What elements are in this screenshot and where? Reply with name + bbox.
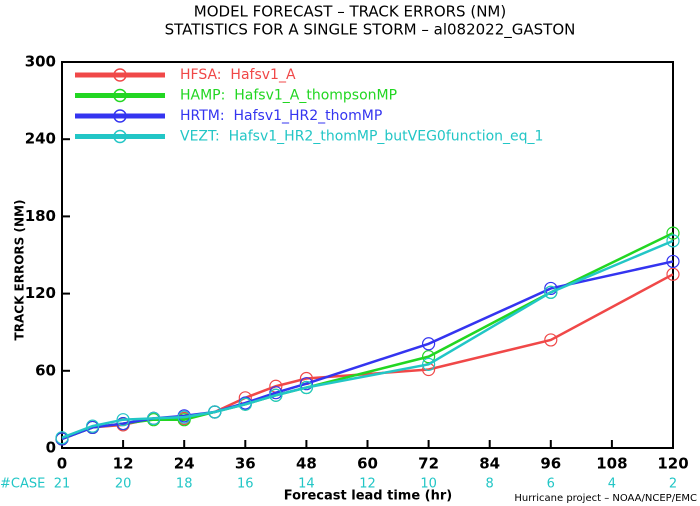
case-count: 12 [359,477,376,492]
y-tick-label: 120 [25,284,56,302]
point [666,226,680,240]
x-tick-label: 72 [418,455,439,473]
x-axis-label: Forecast lead time (hr) [284,489,452,504]
point [238,397,252,411]
x-tick-label: 36 [235,455,256,473]
point [422,350,436,364]
case-count: 10 [420,477,437,492]
case-count: 21 [54,477,71,492]
point [666,234,680,248]
x-tick-label: 12 [113,455,134,473]
point [544,333,558,347]
point [299,380,313,395]
case-count: 2 [669,477,677,492]
point [177,410,191,424]
legend-marker [113,109,127,123]
x-tick-label: 84 [479,455,500,473]
case-count: 16 [237,477,254,492]
series-line [61,232,674,441]
y-tick-label: 300 [25,53,56,71]
series-line [61,239,674,439]
legend-label: HAMP: Hafsv1_A_thompsonMP [180,88,397,104]
y-tick-label: 240 [25,130,56,148]
point [422,357,436,371]
x-tick-label: 48 [296,455,317,473]
legend-label: VEZT: Hafsv1_HR2_thomMP_butVEG0function_… [180,129,543,145]
case-count: 6 [547,477,555,492]
legend-marker [113,88,127,103]
legend-marker [113,68,127,82]
legend-label: HRTM: Hafsv1_HR2_thomMP [180,108,382,124]
y-tick-label: 0 [46,439,56,457]
chart-subtitle: STATISTICS FOR A SINGLE STORM – al082022… [165,21,576,40]
point [269,388,283,402]
point [422,337,436,351]
case-count: 14 [298,477,315,492]
y-tick-label: 60 [35,361,56,379]
legend-marker [113,129,127,144]
point [299,377,313,391]
point [55,431,69,445]
x-tick-label: 108 [596,455,627,473]
y-axis-label: TRACK ERRORS (NM) [13,200,27,341]
case-count: 18 [176,477,193,492]
x-tick-label: 24 [174,455,195,473]
x-tick-label: 120 [657,455,688,473]
point [544,285,558,299]
y-tick-label: 180 [25,207,56,225]
case-count: 20 [115,477,132,492]
x-tick-label: 0 [57,455,67,473]
point [85,419,100,433]
footer: Hurricane project – NOAA/NCEP/EMC [514,493,697,504]
case-label: #CASE [0,477,45,492]
point [116,413,130,427]
point [208,405,222,419]
x-tick-label: 60 [357,455,378,473]
case-count: 8 [486,477,494,492]
point [666,254,680,269]
point [147,411,161,426]
case-count: 4 [608,477,616,492]
legend-label: HFSA: Hafsv1_A [180,67,296,83]
chart-title: MODEL FORECAST – TRACK ERRORS (NM) [194,3,506,21]
x-tick-label: 96 [540,455,561,473]
point [666,267,680,281]
point [116,416,130,431]
